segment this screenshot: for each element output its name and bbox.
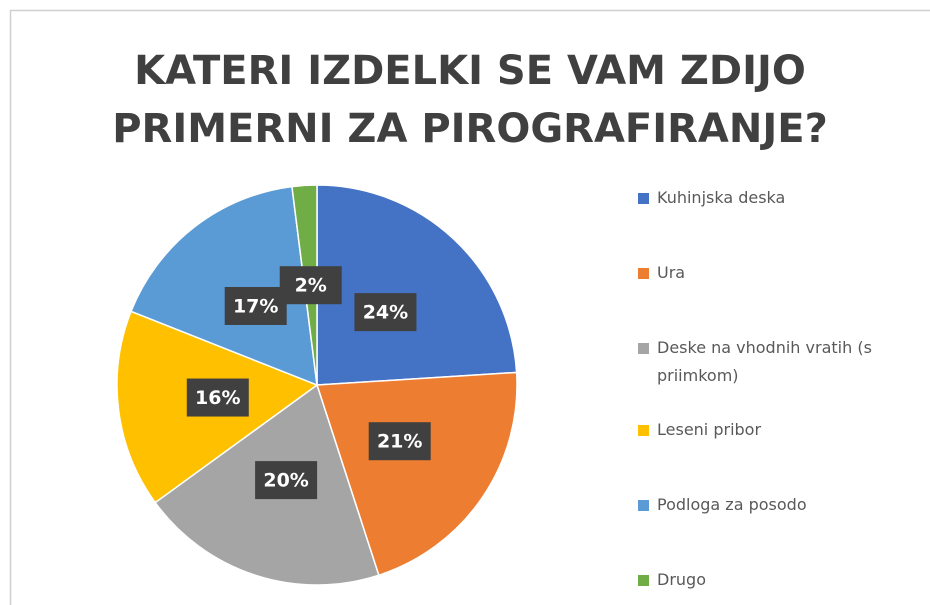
data-label: 20% [263, 470, 308, 492]
legend-item: Deske na vhodnih vratih (s priimkom) [638, 334, 878, 390]
legend-label: Deske na vhodnih vratih (s priimkom) [657, 338, 872, 385]
data-label-box [354, 293, 417, 332]
data-label: 2% [295, 275, 327, 297]
data-label-box [186, 378, 249, 417]
legend-item: Ura [638, 259, 878, 287]
legend-item: Podloga za posodo [638, 491, 878, 519]
data-label-box [368, 422, 431, 461]
pie-slice [315, 371, 518, 577]
legend-swatch [638, 425, 649, 436]
legend-swatch [638, 575, 649, 586]
data-label-box [224, 286, 287, 325]
pie-slice [316, 184, 518, 386]
legend-label: Drugo [657, 570, 706, 589]
legend-swatch [638, 343, 649, 354]
data-label: 21% [377, 431, 422, 453]
legend-label: Podloga za posodo [657, 495, 807, 514]
chart-title: KATERI IZDELKI SE VAM ZDIJO [134, 48, 806, 94]
legend-label: Leseni pribor [657, 420, 762, 439]
legend-item: Drugo [638, 566, 878, 594]
legend-label: Kuhinjska deska [657, 188, 786, 207]
chart-title: PRIMERNI ZA PIROGRAFIRANJE? [112, 106, 828, 152]
data-label-box [255, 461, 318, 500]
legend-swatch [638, 193, 649, 204]
legend-item: Leseni pribor [638, 416, 878, 444]
legend-item: Kuhinjska deska [638, 184, 878, 212]
legend-label: Ura [657, 263, 686, 282]
frame [9, 9, 930, 605]
data-label: 24% [363, 302, 408, 324]
pie-slice [130, 185, 318, 387]
data-label: 16% [195, 387, 240, 409]
data-label-box [279, 266, 342, 305]
legend-swatch [638, 500, 649, 511]
data-label: 17% [233, 295, 278, 317]
legend-swatch [638, 268, 649, 279]
